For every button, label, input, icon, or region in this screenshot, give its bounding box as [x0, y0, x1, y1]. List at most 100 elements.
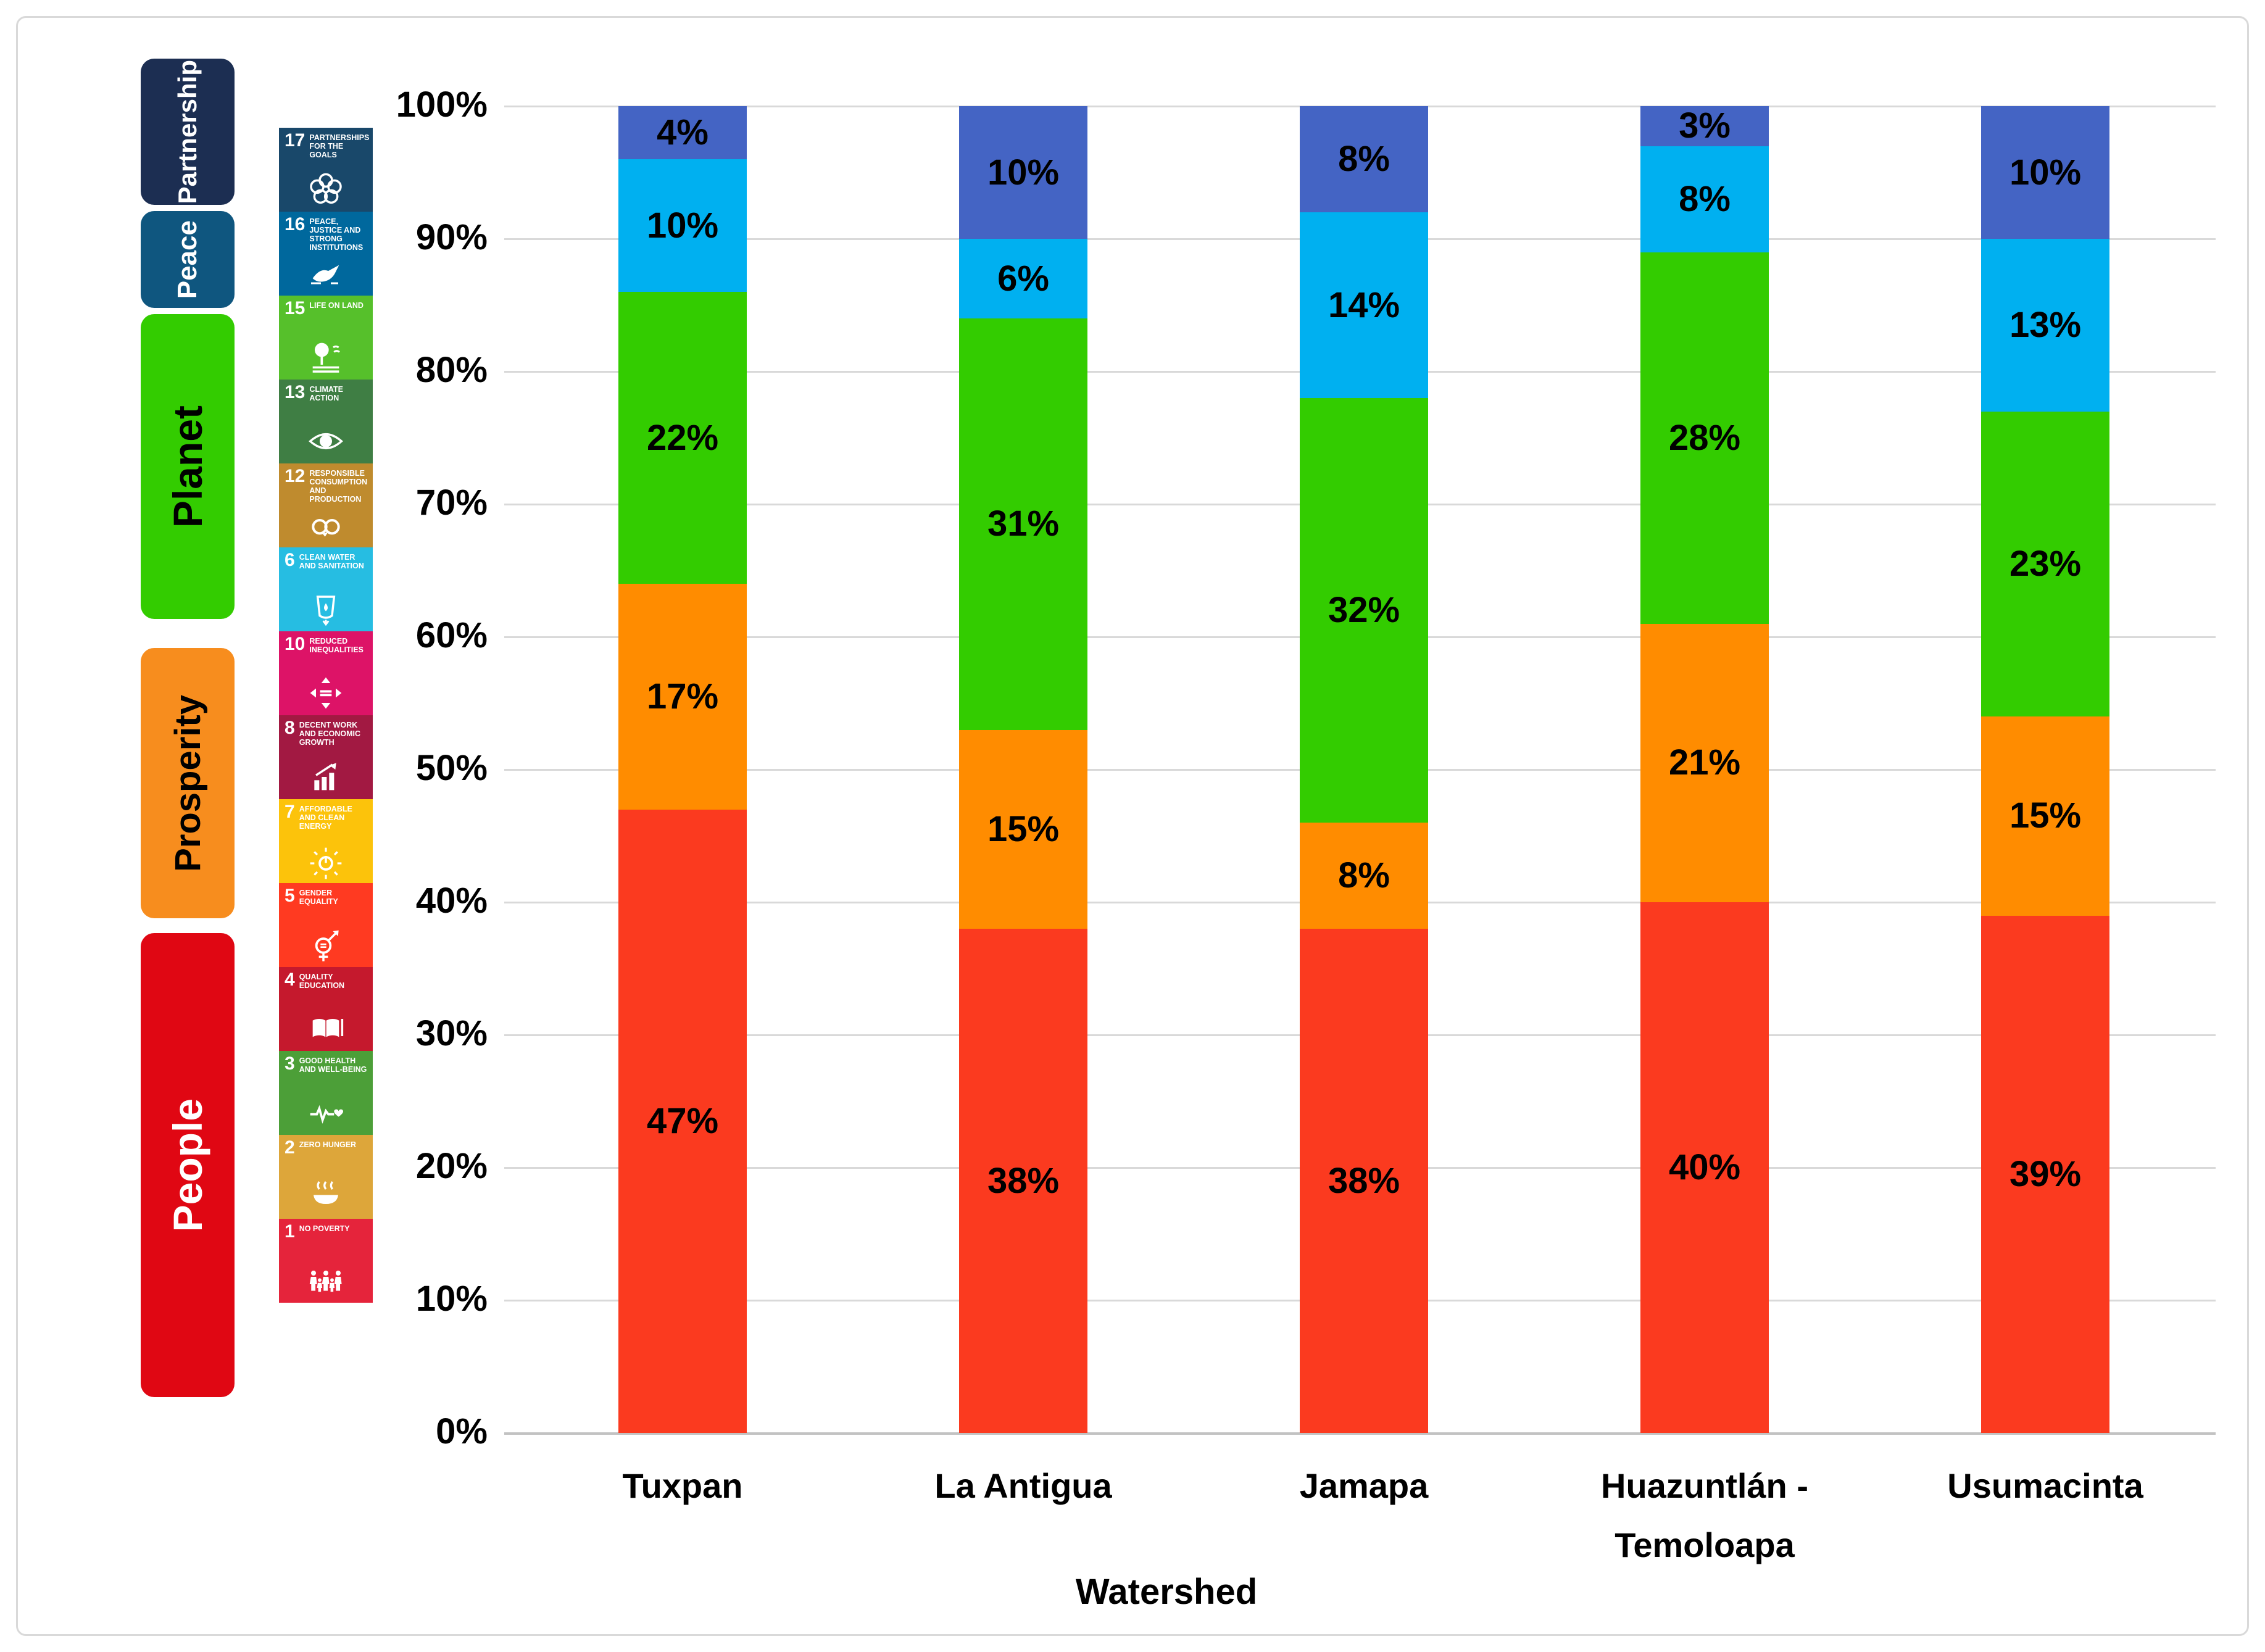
sdg-number: 2 [285, 1137, 295, 1158]
sdg-tile-4: 4 Quality Education [279, 967, 373, 1051]
data-label-peace-4: 13% [2009, 304, 2082, 345]
data-label-partnership-3: 3% [1679, 106, 1731, 146]
sdg-title: Affordable and Clean Energy [299, 805, 352, 831]
sdg-tile-3: 3 Good Health and Well-Being [279, 1051, 373, 1135]
data-label-people-4: 39% [2009, 1153, 2082, 1194]
sdg-title: Reduced Inequalities [309, 637, 364, 654]
sdg-number: 10 [285, 634, 305, 654]
bar-segment-planet-0 [618, 292, 747, 584]
data-label-partnership-2: 8% [1338, 139, 1390, 179]
sdg-tile-header: 10 Reduced Inequalities [285, 634, 367, 654]
sdg-tile-10: 10 Reduced Inequalities [279, 631, 373, 715]
bar-segment-peace-4 [1981, 239, 2109, 412]
data-label-peace-2: 14% [1328, 284, 1400, 325]
growth-icon [279, 757, 373, 797]
x-axis-label-4: Usumacinta [1947, 1466, 2143, 1505]
bar-segment-people-1 [959, 929, 1087, 1433]
y-tick-50%: 50% [415, 748, 488, 788]
y-tick-40%: 40% [415, 881, 488, 921]
ecg-heart-icon [279, 1093, 373, 1132]
bar-segment-partnership-4 [1981, 106, 2109, 239]
legend-group-people: People [141, 933, 235, 1397]
sdg-number: 12 [285, 466, 305, 486]
sdg-title: Good Health and Well-Being [299, 1056, 367, 1074]
sdg-tile-header: 1 No Poverty [285, 1222, 367, 1241]
sdg-tile-8: 8 Decent Work and Economic Growth [279, 715, 373, 799]
sdg-title: No Poverty [299, 1224, 350, 1233]
sdg-tile-2: 2 Zero Hunger [279, 1135, 373, 1219]
rings-icon [279, 170, 373, 209]
sdg-number: 6 [285, 550, 295, 570]
bar-segment-planet-2 [1300, 398, 1428, 823]
y-tick-0%: 0% [436, 1411, 488, 1451]
sdg-number: 16 [285, 214, 305, 235]
y-tick-100%: 100% [396, 85, 488, 125]
sdg-title: Clean Water and Sanitation [299, 553, 364, 570]
data-label-people-0: 47% [646, 1100, 719, 1141]
figure-border [16, 16, 2249, 1636]
bar-segment-people-4 [1981, 915, 2109, 1433]
data-label-people-3: 40% [1668, 1147, 1741, 1187]
x-axis-label-0: Tuxpan [622, 1466, 743, 1505]
eye-icon [279, 421, 373, 461]
data-label-planet-3: 28% [1668, 417, 1741, 458]
data-label-peace-1: 6% [997, 258, 1049, 299]
tree-icon [279, 338, 373, 377]
data-label-prosperity-1: 15% [987, 808, 1060, 849]
x-axis-label-1: La Antigua [934, 1466, 1112, 1505]
data-label-people-1: 38% [987, 1160, 1060, 1201]
sdg-number: 4 [285, 969, 295, 990]
bar-segment-partnership-2 [1300, 106, 1428, 212]
sdg-tile-header: 5 Gender Equality [285, 887, 367, 906]
sdg-tile-16: 16 Peace, Justice and Strong Institutions [279, 212, 373, 296]
bar-segment-peace-2 [1300, 212, 1428, 398]
y-tick-30%: 30% [415, 1013, 488, 1053]
sdg-tile-5: 5 Gender Equality [279, 883, 373, 967]
bar-segment-planet-3 [1640, 252, 1769, 624]
data-label-planet-1: 31% [987, 504, 1060, 544]
equality-icon [279, 673, 373, 713]
bar-segment-prosperity-4 [1981, 716, 2109, 916]
sdg-number: 8 [285, 718, 295, 738]
bar-segment-people-3 [1640, 902, 1769, 1433]
bar-segment-prosperity-3 [1640, 623, 1769, 902]
y-tick-80%: 80% [415, 350, 488, 390]
legend-group-label: Prosperity [167, 694, 208, 872]
sdg-tile-15: 15 Life on Land [279, 296, 373, 380]
bar-segment-people-2 [1300, 929, 1428, 1433]
dove-icon [279, 254, 373, 293]
sun-icon [279, 841, 373, 881]
x-axis-label-3: Huazuntlán - Temoloapa [1601, 1466, 1808, 1564]
sdg-number: 3 [285, 1053, 295, 1074]
bar-segment-peace-0 [618, 159, 747, 292]
sdg-title: Partnerships for the Goals [309, 133, 370, 159]
sdg-number: 17 [285, 130, 305, 151]
sdg-tile-header: 13 Climate Action [285, 382, 367, 402]
y-tick-20%: 20% [415, 1146, 488, 1186]
infinity-icon [279, 505, 373, 545]
bar-segment-planet-4 [1981, 411, 2109, 716]
bar-segment-prosperity-2 [1300, 823, 1428, 929]
water-glass-icon [279, 589, 373, 629]
legend-group-partnership: Partnership [141, 59, 235, 205]
bar-segment-peace-1 [959, 239, 1087, 318]
y-tick-90%: 90% [415, 217, 488, 257]
legend-group-label: Partnership [173, 59, 202, 204]
book-icon [279, 1009, 373, 1048]
sdg-title: Gender Equality [299, 889, 338, 906]
sdg-title: Peace, Justice and Strong Institutions [309, 217, 364, 252]
family-icon [279, 1261, 373, 1300]
data-label-peace-3: 8% [1679, 178, 1731, 219]
data-label-prosperity-4: 15% [2009, 795, 2082, 836]
sdg-tile-12: 12 Responsible Consumption and Production [279, 463, 373, 547]
sdg-tile-header: 12 Responsible Consumption and Production [285, 466, 368, 504]
sdg-title: Responsible Consumption and Production [309, 469, 368, 504]
data-label-partnership-1: 10% [987, 152, 1060, 193]
sdg-tile-13: 13 Climate Action [279, 380, 373, 463]
sdg-tile-header: 2 Zero Hunger [285, 1139, 367, 1157]
sdg-tile-17: 17 Partnerships for the Goals [279, 128, 373, 212]
data-label-prosperity-2: 8% [1338, 855, 1390, 895]
y-tick-10%: 10% [415, 1279, 488, 1319]
sdg-number: 13 [285, 382, 305, 402]
